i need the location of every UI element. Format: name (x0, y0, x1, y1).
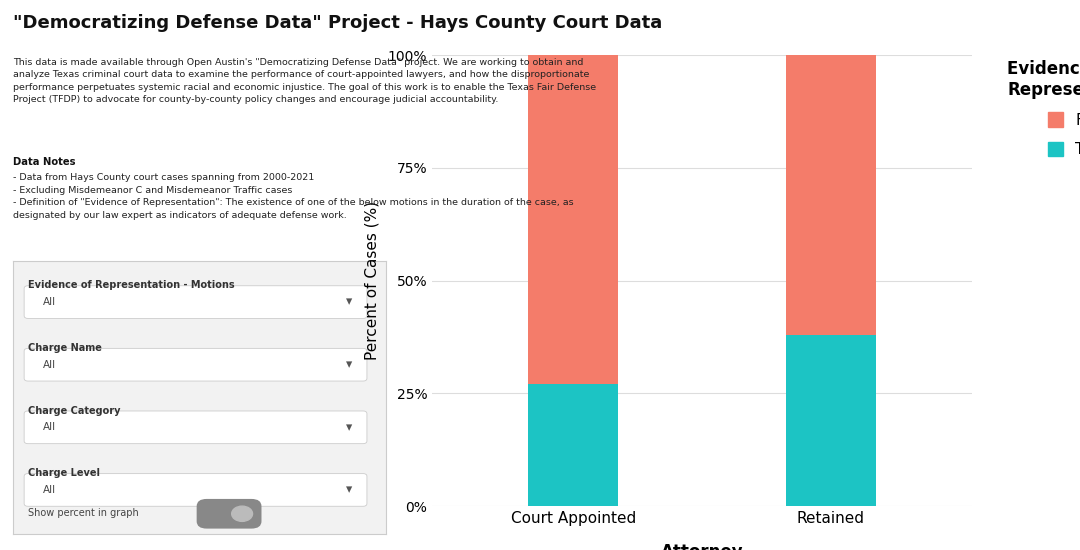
Text: This data is made available through Open Austin's "Democratizing Defense Data" p: This data is made available through Open… (13, 58, 596, 104)
Text: ▾: ▾ (346, 358, 352, 371)
FancyBboxPatch shape (197, 499, 261, 529)
Text: All: All (43, 485, 56, 495)
Bar (528, 384, 619, 506)
Text: All: All (43, 422, 56, 432)
Text: Charge Level: Charge Level (28, 468, 99, 478)
Text: "Democratizing Defense Data" Project - Hays County Court Data: "Democratizing Defense Data" Project - H… (13, 14, 662, 32)
FancyBboxPatch shape (24, 286, 367, 318)
X-axis label: Attorney: Attorney (661, 542, 743, 550)
Text: - Data from Hays County court cases spanning from 2000-2021
- Excluding Misdemea: - Data from Hays County court cases span… (13, 173, 573, 220)
Circle shape (232, 506, 253, 521)
Text: Charge Category: Charge Category (28, 405, 120, 416)
Text: Charge Name: Charge Name (28, 343, 102, 353)
Bar (528, 55, 619, 384)
Legend: FALSE, TRUE: FALSE, TRUE (1001, 53, 1080, 163)
Text: ▾: ▾ (346, 421, 352, 434)
FancyBboxPatch shape (24, 411, 367, 444)
Bar (785, 55, 876, 334)
Bar (785, 334, 876, 506)
FancyBboxPatch shape (24, 474, 367, 506)
Text: Show percent in graph: Show percent in graph (28, 508, 138, 518)
Text: Data Notes: Data Notes (13, 157, 76, 167)
Text: All: All (43, 360, 56, 370)
Text: ▾: ▾ (346, 295, 352, 309)
FancyBboxPatch shape (24, 348, 367, 381)
Y-axis label: Percent of Cases (%): Percent of Cases (%) (364, 201, 379, 360)
Text: Evidence of Representation - Motions: Evidence of Representation - Motions (28, 280, 234, 290)
Text: All: All (43, 297, 56, 307)
Text: ▾: ▾ (346, 483, 352, 497)
